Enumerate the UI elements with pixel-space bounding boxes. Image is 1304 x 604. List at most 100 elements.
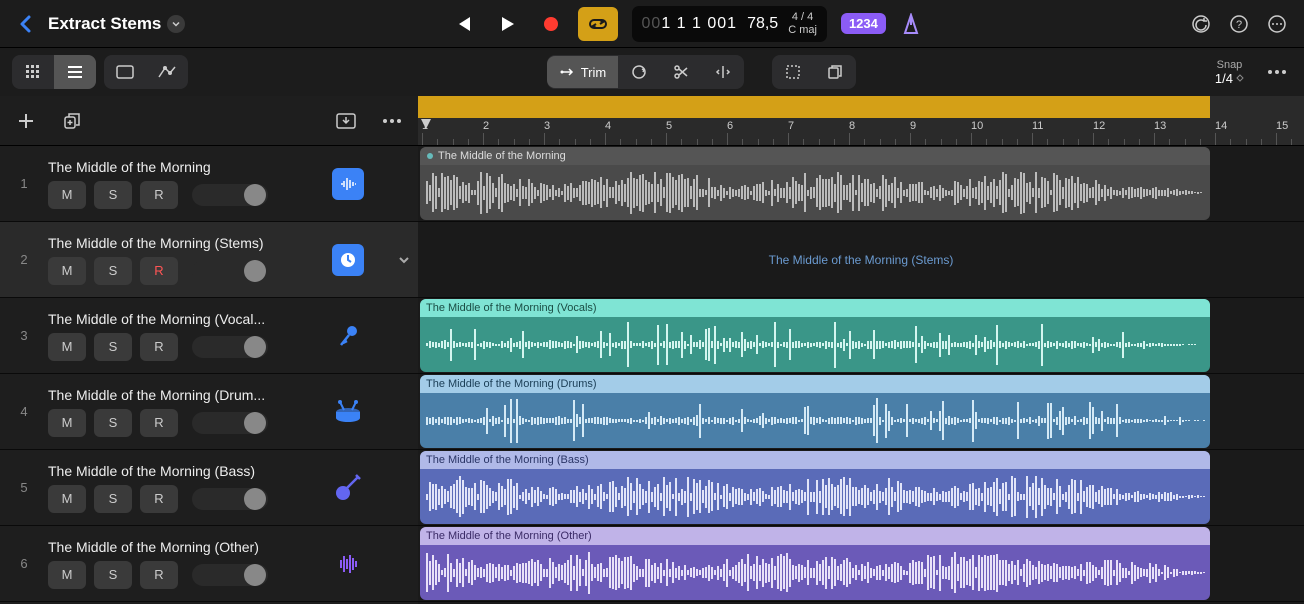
ruler-bar-7: 7 (788, 120, 794, 132)
mute-button[interactable]: M (48, 257, 86, 285)
toolbar-more-button[interactable] (1262, 57, 1292, 87)
play-button[interactable] (490, 7, 524, 41)
add-track-button[interactable] (12, 107, 40, 135)
expand-button[interactable] (390, 253, 418, 267)
region-label: The Middle of the Morning (Vocals) (420, 299, 1210, 317)
snap-control[interactable]: Snap 1/4 (1215, 59, 1254, 86)
track-number: 2 (0, 252, 48, 267)
count-in-button[interactable]: 1234 (841, 13, 886, 34)
track-row-3[interactable]: 3The Middle of the Morning (Vocal...MSR (0, 298, 418, 374)
region-row-1[interactable]: The Middle of the Morning (418, 146, 1304, 222)
scissors-button[interactable] (660, 55, 702, 89)
audio-region[interactable]: The Middle of the Morning (Drums) (420, 375, 1210, 448)
marquee-button[interactable] (772, 55, 814, 89)
project-title[interactable]: Extract Stems (48, 14, 185, 34)
chevron-down-icon (167, 15, 185, 33)
record-enable-button[interactable]: R (140, 485, 178, 513)
solo-button[interactable]: S (94, 485, 132, 513)
track-number: 6 (0, 556, 48, 571)
region-row-6[interactable]: The Middle of the Morning (Other) (418, 526, 1304, 602)
volume-slider[interactable] (192, 412, 268, 434)
signature-display: 4 / 4 C maj (788, 11, 817, 35)
track-name: The Middle of the Morning (48, 159, 288, 175)
mute-button[interactable]: M (48, 485, 86, 513)
region-label: The Middle of the Morning (Other) (420, 527, 1210, 545)
split-button[interactable] (702, 55, 744, 89)
ruler[interactable]: 123456789101112131415 (418, 96, 1304, 146)
track-type-icon (324, 464, 372, 512)
copy-button[interactable] (814, 55, 856, 89)
ruler-bar-11: 11 (1032, 120, 1043, 132)
record-button[interactable] (534, 7, 568, 41)
record-enable-button[interactable]: R (140, 333, 178, 361)
toolbar: Trim Snap 1/4 (0, 48, 1304, 96)
snap-label: Snap (1217, 59, 1243, 71)
audio-region[interactable]: The Middle of the Morning (Bass) (420, 451, 1210, 524)
track-row-5[interactable]: 5The Middle of the Morning (Bass)MSR (0, 450, 418, 526)
track-row-1[interactable]: 1The Middle of the Morning MSR (0, 146, 418, 222)
track-more-button[interactable] (378, 107, 406, 135)
help-button[interactable]: ? (1224, 9, 1254, 39)
automation-button[interactable] (146, 55, 188, 89)
track-number: 5 (0, 480, 48, 495)
region-button[interactable] (104, 55, 146, 89)
marquee-group (772, 55, 856, 89)
region-label: The Middle of the Morning (Drums) (420, 375, 1210, 393)
audio-region[interactable]: The Middle of the Morning (Other) (420, 527, 1210, 600)
grid-view-button[interactable] (12, 55, 54, 89)
region-row-2[interactable]: The Middle of the Morning (Stems) (418, 222, 1304, 298)
track-row-2[interactable]: 2The Middle of the Morning (Stems)MSR (0, 222, 418, 298)
ruler-bar-4: 4 (605, 120, 611, 132)
list-view-button[interactable] (54, 55, 96, 89)
volume-slider[interactable] (192, 488, 268, 510)
volume-slider[interactable] (192, 184, 268, 206)
volume-slider[interactable] (192, 260, 268, 282)
cycle-region[interactable] (418, 96, 1304, 118)
more-button[interactable] (1262, 9, 1292, 39)
track-row-4[interactable]: 4The Middle of the Morning (Drum...MSR (0, 374, 418, 450)
audio-region[interactable]: The Middle of the Morning (420, 147, 1210, 220)
ruler-bar-14: 14 (1215, 120, 1227, 132)
playhead[interactable] (420, 118, 432, 130)
region-row-5[interactable]: The Middle of the Morning (Bass) (418, 450, 1304, 526)
solo-button[interactable]: S (94, 181, 132, 209)
loop-tool-button[interactable] (618, 55, 660, 89)
track-name: The Middle of the Morning (Drum... (48, 387, 288, 403)
track-name: The Middle of the Morning (Vocal... (48, 311, 288, 327)
region-row-3[interactable]: The Middle of the Morning (Vocals) (418, 298, 1304, 374)
mute-button[interactable]: M (48, 409, 86, 437)
timeline-area[interactable]: 123456789101112131415 The Middle of the … (418, 96, 1304, 604)
volume-slider[interactable] (192, 336, 268, 358)
track-type-icon (324, 388, 372, 436)
cycle-button[interactable] (578, 7, 618, 41)
go-to-start-button[interactable] (446, 7, 480, 41)
region-row-4[interactable]: The Middle of the Morning (Drums) (418, 374, 1304, 450)
record-enable-button[interactable]: R (140, 257, 178, 285)
undo-button[interactable] (1186, 9, 1216, 39)
metronome-button[interactable] (896, 9, 926, 39)
solo-button[interactable]: S (94, 409, 132, 437)
record-enable-button[interactable]: R (140, 561, 178, 589)
ruler-bar-8: 8 (849, 120, 855, 132)
volume-slider[interactable] (192, 564, 268, 586)
track-number: 1 (0, 176, 48, 191)
solo-button[interactable]: S (94, 257, 132, 285)
ruler-ticks: 123456789101112131415 (418, 118, 1304, 146)
record-enable-button[interactable]: R (140, 181, 178, 209)
trim-button[interactable]: Trim (547, 56, 619, 88)
lcd-display[interactable]: 001 1 1 001 78,5 4 / 4 C maj (632, 6, 827, 42)
solo-button[interactable]: S (94, 561, 132, 589)
solo-button[interactable]: S (94, 333, 132, 361)
mute-button[interactable]: M (48, 561, 86, 589)
mute-button[interactable]: M (48, 181, 86, 209)
import-button[interactable] (332, 107, 360, 135)
ruler-bar-15: 15 (1276, 120, 1288, 132)
audio-region[interactable]: The Middle of the Morning (Vocals) (420, 299, 1210, 372)
back-button[interactable] (12, 10, 40, 38)
view-mode-group (12, 55, 96, 89)
main-workspace: 1The Middle of the MorningMSR2The Middle… (0, 96, 1304, 604)
record-enable-button[interactable]: R (140, 409, 178, 437)
duplicate-track-button[interactable] (58, 107, 86, 135)
mute-button[interactable]: M (48, 333, 86, 361)
track-row-6[interactable]: 6The Middle of the Morning (Other)MSR (0, 526, 418, 602)
